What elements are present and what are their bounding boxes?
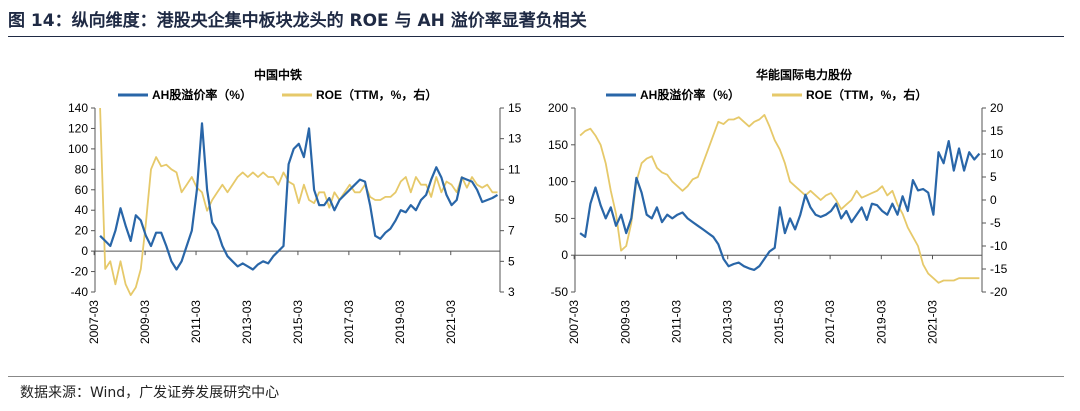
x-tick-label: 2019-03	[874, 300, 888, 344]
y-left-tick-label: 50	[555, 211, 569, 225]
series-ah-premium-line	[579, 140, 981, 271]
series-ah-premium-line	[99, 122, 499, 271]
chart-huaneng-power: 华能国际电力股份 AH股溢价率（%） ROE（TTM，%，右） 20015010…	[548, 67, 1008, 344]
x-tick-label: 2021-03	[444, 300, 458, 344]
y-left-tick-label: 100	[68, 142, 88, 156]
legend-roe-label: ROE（TTM，%，右）	[316, 87, 437, 102]
y-right-tick-label: 7	[508, 224, 515, 238]
y-right-tick-label: 13	[508, 132, 522, 146]
source-note: 数据来源：Wind，广发证券发展研究中心	[20, 385, 280, 401]
y-left-tick-label: 60	[75, 183, 89, 197]
y-left-tick-label: 140	[68, 101, 88, 115]
x-tick-label: 2021-03	[926, 300, 940, 344]
chart-title: 中国中铁	[254, 67, 302, 82]
y-right-tick-label: -20	[990, 285, 1008, 299]
y-left-tick-label: 120	[68, 121, 88, 135]
legend-ah-label: AH股溢价率（%）	[152, 87, 252, 102]
y-left-tick-label: -40	[71, 285, 89, 299]
chart-china-railway: 中国中铁 AH股溢价率（%） ROE（TTM，%，右） 140 120 100 80 6…	[68, 67, 522, 344]
y-left-tick-label: -20	[71, 265, 89, 279]
x-tick-label: 2007-03	[87, 300, 101, 344]
y-right-tick-label: 0	[990, 193, 997, 207]
x-tick-label: 2017-03	[823, 300, 837, 344]
y-left-tick-label: -50	[551, 285, 569, 299]
y-left-tick-label: 200	[548, 101, 568, 115]
x-tick-label: 2019-03	[393, 300, 407, 344]
y-right-tick-label: 9	[508, 193, 515, 207]
title-rule	[8, 36, 1064, 37]
x-tick-label: 2009-03	[138, 300, 152, 344]
legend-ah-label: AH股溢价率（%）	[640, 87, 740, 102]
x-tick-label: 2007-03	[567, 300, 581, 344]
y-right-tick-label: 10	[990, 147, 1004, 161]
x-tick-label: 2013-03	[721, 300, 735, 344]
y-right-tick-label: -15	[990, 262, 1008, 276]
y-right-tick-label: -5	[990, 216, 1001, 230]
y-right-tick-label: 11	[508, 162, 521, 176]
x-tick-label: 2011-03	[189, 300, 203, 343]
x-tick-label: 2015-03	[291, 300, 305, 344]
y-right-tick-label: 20	[990, 101, 1004, 115]
x-tick-label: 2011-03	[670, 300, 684, 343]
y-left-tick-label: 20	[75, 224, 89, 238]
x-tick-label: 2017-03	[342, 300, 356, 344]
y-left-tick-label: 150	[548, 138, 568, 152]
y-right-tick-label: 5	[990, 170, 997, 184]
y-left-tick-label: 0	[81, 244, 88, 258]
x-tick-label: 2015-03	[772, 300, 786, 344]
chart-title: 华能国际电力股份	[756, 67, 853, 82]
y-left-tick-label: 40	[75, 203, 89, 217]
y-left-tick-label: 0	[561, 248, 568, 262]
y-right-tick-label: 5	[508, 254, 515, 268]
legend-roe-label: ROE（TTM，%，右）	[806, 87, 927, 102]
x-tick-label: 2009-03	[618, 300, 632, 344]
series-roe-line	[99, 107, 498, 296]
figure-title: 图 14：纵向维度：港股央企集中板块龙头的 ROE 与 AH 溢价率显著负相关	[8, 11, 587, 31]
x-tick-label: 2013-03	[240, 300, 254, 344]
y-left-tick-label: 80	[75, 162, 89, 176]
series-roe-line	[579, 114, 980, 284]
y-left-tick-label: 100	[548, 175, 568, 189]
y-right-tick-label: 15	[990, 124, 1004, 138]
y-right-tick-label: 15	[508, 101, 522, 115]
y-right-tick-label: -10	[990, 239, 1008, 253]
y-right-tick-label: 3	[508, 285, 515, 299]
source-rule	[8, 376, 1064, 377]
